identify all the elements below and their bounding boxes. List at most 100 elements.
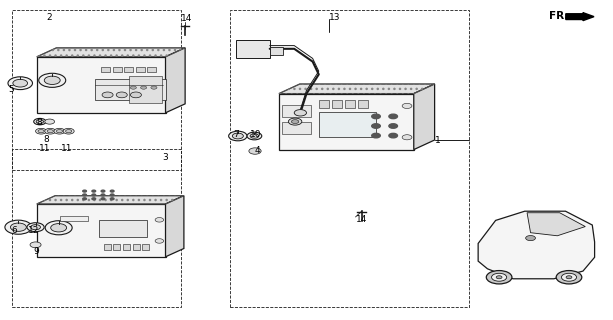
Bar xyxy=(123,244,130,251)
Circle shape xyxy=(402,103,412,108)
Polygon shape xyxy=(166,48,185,113)
Bar xyxy=(345,100,355,108)
Circle shape xyxy=(371,124,380,128)
Bar xyxy=(142,244,150,251)
Polygon shape xyxy=(414,84,435,150)
Polygon shape xyxy=(37,57,166,113)
Circle shape xyxy=(83,194,86,196)
Text: 12: 12 xyxy=(28,226,39,235)
Circle shape xyxy=(389,114,397,119)
Polygon shape xyxy=(37,204,166,257)
Circle shape xyxy=(54,128,65,134)
Circle shape xyxy=(110,198,114,200)
Text: 11: 11 xyxy=(39,144,50,153)
Polygon shape xyxy=(478,211,595,279)
Circle shape xyxy=(101,198,105,200)
Polygon shape xyxy=(279,84,435,93)
Circle shape xyxy=(110,194,114,196)
Bar xyxy=(124,67,134,73)
Text: 13: 13 xyxy=(329,13,340,22)
Bar xyxy=(104,244,111,251)
Text: FR.: FR. xyxy=(549,11,568,21)
Text: 14: 14 xyxy=(356,215,367,224)
Circle shape xyxy=(92,194,96,196)
Circle shape xyxy=(39,73,66,87)
Polygon shape xyxy=(37,196,184,204)
Circle shape xyxy=(130,86,136,89)
Circle shape xyxy=(83,190,86,192)
Bar xyxy=(358,100,368,108)
Bar xyxy=(113,244,120,251)
Circle shape xyxy=(110,190,114,192)
Circle shape xyxy=(45,128,56,134)
Text: 4: 4 xyxy=(254,146,260,155)
Circle shape xyxy=(389,133,397,138)
Circle shape xyxy=(155,218,164,222)
Circle shape xyxy=(249,148,261,154)
Circle shape xyxy=(250,134,259,138)
Circle shape xyxy=(51,224,67,232)
Text: 6: 6 xyxy=(11,226,17,235)
Circle shape xyxy=(66,130,72,133)
Bar xyxy=(319,100,329,108)
Circle shape xyxy=(5,220,32,234)
Circle shape xyxy=(36,120,44,124)
Circle shape xyxy=(151,86,157,89)
Circle shape xyxy=(102,92,113,98)
Text: 10: 10 xyxy=(250,130,262,139)
Circle shape xyxy=(44,76,60,84)
FancyArrow shape xyxy=(566,13,594,21)
Bar xyxy=(101,67,110,73)
Circle shape xyxy=(291,120,299,124)
Text: 8: 8 xyxy=(36,118,42,127)
Circle shape xyxy=(27,223,44,232)
Circle shape xyxy=(556,271,582,284)
Bar xyxy=(148,67,156,73)
Circle shape xyxy=(45,221,72,235)
Circle shape xyxy=(45,119,55,124)
Text: 9: 9 xyxy=(34,247,39,256)
Circle shape xyxy=(155,239,164,243)
Bar xyxy=(129,76,162,103)
Circle shape xyxy=(371,133,380,138)
Circle shape xyxy=(486,271,512,284)
Circle shape xyxy=(116,92,128,98)
Circle shape xyxy=(101,190,105,192)
Bar xyxy=(236,40,270,58)
Circle shape xyxy=(566,276,572,279)
Text: 1: 1 xyxy=(435,136,441,145)
Text: 11: 11 xyxy=(61,144,73,153)
Circle shape xyxy=(13,79,28,87)
Circle shape xyxy=(38,130,44,133)
Circle shape xyxy=(47,130,53,133)
Text: 3: 3 xyxy=(162,153,168,162)
Text: 7: 7 xyxy=(233,130,238,139)
Circle shape xyxy=(10,223,26,231)
Text: 5: 5 xyxy=(8,85,13,94)
Bar xyxy=(332,100,342,108)
Polygon shape xyxy=(37,48,185,57)
Text: 2: 2 xyxy=(46,13,51,22)
Bar xyxy=(319,112,376,137)
Circle shape xyxy=(101,194,105,196)
Circle shape xyxy=(232,133,243,139)
Bar xyxy=(132,244,140,251)
Circle shape xyxy=(30,242,41,248)
Circle shape xyxy=(36,128,47,134)
Circle shape xyxy=(56,130,63,133)
Circle shape xyxy=(496,276,502,279)
Bar xyxy=(99,220,148,237)
Circle shape xyxy=(371,114,380,119)
Bar xyxy=(113,67,122,73)
Text: 8: 8 xyxy=(44,135,49,144)
Circle shape xyxy=(562,273,577,281)
Circle shape xyxy=(525,236,536,241)
Circle shape xyxy=(92,190,96,192)
Circle shape xyxy=(8,77,32,90)
Polygon shape xyxy=(166,196,184,257)
Circle shape xyxy=(389,124,397,128)
Bar xyxy=(94,79,166,100)
Polygon shape xyxy=(279,93,414,150)
Bar xyxy=(270,47,283,55)
Circle shape xyxy=(140,86,147,89)
